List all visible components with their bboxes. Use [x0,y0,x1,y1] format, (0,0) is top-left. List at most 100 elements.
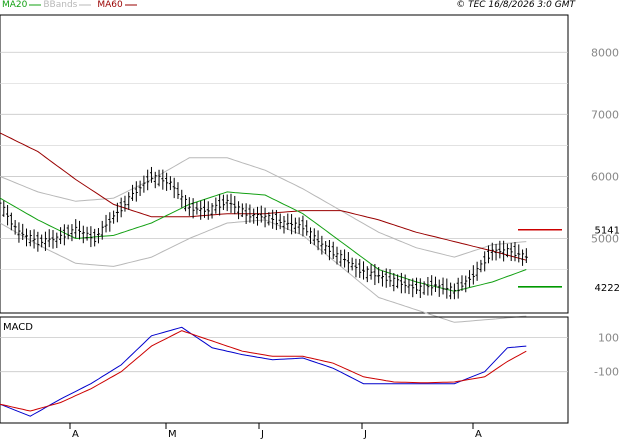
price-bar-42 [157,169,161,187]
price-bar-11 [40,234,44,248]
price-bar-113 [426,276,430,296]
price-tick-label-1: 7000 [591,108,619,121]
price-bar-125 [471,265,475,285]
price-bar-24 [89,226,93,248]
price-bar-120 [452,283,456,300]
price-bar-103 [388,269,392,287]
price-bar-126 [475,261,479,281]
price-bar-111 [418,278,422,298]
legend-ma20: MA20 [2,0,28,10]
price-bar-80 [301,215,305,237]
price-bar-19 [70,224,74,242]
price-bar-37 [138,180,142,196]
price-bar-15 [55,232,59,249]
price-bar-83 [312,228,316,246]
price-bar-66 [248,204,252,223]
price-bar-81 [305,220,309,236]
price-bar-137 [517,244,521,263]
price-bar-45 [168,176,172,191]
price-bar-43 [161,169,165,190]
price-bar-104 [392,273,396,292]
price-bar-0 [0,198,2,215]
price-bar-92 [346,252,350,273]
price-bar-73 [274,210,278,231]
price-bar-51 [191,198,195,219]
price-bar-50 [187,197,191,216]
price-bar-56 [210,203,214,219]
price-bar-77 [290,214,294,235]
x-tick-label-1: M [168,429,177,440]
price-bar-124 [468,270,472,288]
x-tick-label-4: A [475,429,482,440]
price-bar-95 [358,259,362,278]
x-tick-label-2: J [260,429,264,440]
price-bar-75 [282,215,286,234]
price-bar-23 [85,226,89,241]
price-level-label-0: 5141 [595,226,620,237]
price-bar-99 [373,263,377,286]
price-bar-34 [127,192,131,210]
price-bar-116 [437,279,441,297]
legend: MA20 BBands MA60 [2,0,137,11]
price-bar-5 [17,222,21,243]
price-bar-76 [286,213,290,230]
price-bar-121 [456,277,460,299]
copyright: © TEC 16/8/2026 3:0 GMT [456,0,575,10]
legend-ma60-swatch [124,4,137,5]
price-bar-139 [524,248,528,264]
price-bar-48 [180,189,184,208]
price-bar-16 [59,227,63,245]
price-bar-127 [479,259,483,273]
price-bar-91 [343,249,347,268]
price-bar-65 [244,203,248,224]
price-bar-128 [483,251,487,272]
price-bar-115 [433,276,437,292]
price-bar-130 [490,242,494,261]
macd-panel: MACD 100 -100 [0,316,619,424]
price-bar-129 [486,245,490,264]
price-bar-136 [513,242,517,262]
price-bar-97 [365,266,369,283]
macd-macd-line [0,326,527,417]
price-bar-90 [339,249,343,267]
price-bar-49 [184,194,188,212]
price-bar-93 [350,257,354,271]
price-bar-133 [502,240,506,262]
price-tick-label-0: 8000 [591,46,619,59]
macd-title: MACD [3,322,33,333]
price-bar-87 [327,240,331,261]
legend-ma60: MA60 [97,0,123,10]
price-bar-110 [415,277,419,295]
price-bar-57 [214,197,218,214]
price-bar-53 [199,200,203,220]
price-bar-132 [498,240,502,259]
price-bar-109 [411,278,415,298]
price-bar-28 [104,214,108,233]
price-bar-38 [142,175,146,193]
price-bar-21 [78,220,82,240]
price-bar-72 [271,209,275,229]
price-tick-label-2: 6000 [591,170,619,183]
price-bar-134 [505,243,509,258]
price-bar-18 [66,224,70,240]
price-frame [0,14,569,314]
price-bar-55 [206,201,210,220]
price-bar-78 [293,217,297,234]
price-bar-8 [28,230,32,247]
macd-tick-label-0: 100 [598,332,619,345]
bband-upper-line [0,157,527,258]
price-bar-27 [100,220,104,240]
price-bar-114 [430,275,434,296]
price-bar-108 [407,279,411,295]
price-bar-85 [320,235,324,255]
price-bar-98 [369,264,373,280]
price-bar-58 [218,194,222,216]
price-bar-44 [165,172,169,191]
price-bar-131 [494,243,498,261]
price-bar-47 [176,182,180,199]
price-bar-54 [202,199,206,218]
price-bar-89 [335,246,339,265]
price-bar-35 [131,184,135,201]
price-bar-68 [255,206,259,226]
